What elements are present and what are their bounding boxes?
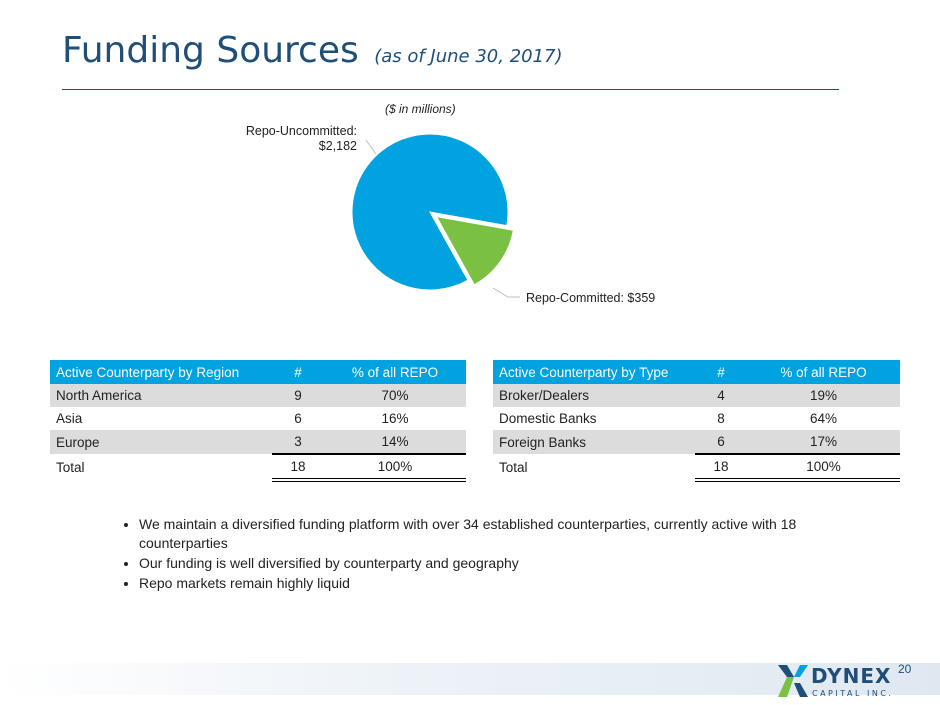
type-total-percent: 100% [747, 453, 900, 482]
region-name: Europe [50, 430, 272, 454]
bullet-item: Our funding is well diversified by count… [139, 554, 879, 573]
type-name: Domestic Banks [499, 411, 597, 426]
table-row: Europe 3 14% [50, 430, 466, 454]
pie-slice-repo-uncommitted [351, 133, 509, 291]
table-row: Asia 6 16% [50, 407, 466, 430]
region-col-percent: % of all REPO [324, 360, 466, 384]
type-count: 8 [717, 411, 725, 426]
region-col-label: Active Counterparty by Region [50, 360, 272, 384]
page-title: Funding Sources (as of June 30, 2017) [62, 30, 563, 71]
chart-units-note: ($ in millions) [385, 102, 456, 116]
title-main: Funding Sources [62, 30, 359, 71]
bullet-item: Repo markets remain highly liquid [139, 574, 879, 593]
region-col-count: # [272, 360, 324, 384]
type-col-count: # [695, 360, 747, 384]
type-count: 6 [695, 430, 747, 454]
type-percent: 19% [747, 384, 900, 407]
type-total-row: Total 18 100% [493, 453, 900, 482]
type-percent: 17% [747, 430, 900, 454]
region-percent: 16% [381, 411, 409, 426]
region-count: 3 [272, 430, 324, 454]
table-row: Broker/Dealers 4 19% [493, 384, 900, 407]
logo-wordmark: DYNEX [811, 664, 892, 688]
region-total-row: Total 18 100% [50, 453, 466, 482]
slice-label-uncommitted-name: Repo-Uncommitted: [246, 124, 357, 138]
region-percent: 14% [324, 430, 466, 454]
slice-label-committed: Repo-Committed: $359 [526, 291, 655, 305]
region-total-label: Total [56, 459, 85, 475]
type-name: Foreign Banks [493, 430, 695, 454]
region-total-percent: 100% [324, 453, 466, 482]
region-name: North America [50, 384, 272, 407]
type-count: 4 [695, 384, 747, 407]
type-total-label: Total [499, 459, 528, 475]
region-percent: 70% [324, 384, 466, 407]
type-table: Active Counterparty by Type # % of all R… [493, 360, 900, 482]
table-row: North America 9 70% [50, 384, 466, 407]
type-percent: 64% [809, 411, 838, 426]
table-row: Foreign Banks 6 17% [493, 430, 900, 454]
region-count: 9 [272, 384, 324, 407]
region-table-header: Active Counterparty by Region # % of all… [50, 360, 466, 384]
title-divider [62, 89, 839, 90]
funding-pie-chart: Repo-Uncommitted: $2,182 Repo-Committed:… [246, 124, 655, 305]
table-row: Domestic Banks 8 64% [493, 407, 900, 430]
type-col-label: Active Counterparty by Type [493, 360, 695, 384]
leader-line-committed [492, 287, 520, 298]
pie-slice-repo-committed [435, 215, 514, 286]
title-date: (as of June 30, 2017) [374, 46, 563, 67]
region-count: 6 [294, 411, 302, 426]
type-total-count: 18 [695, 453, 747, 482]
type-name: Broker/Dealers [493, 384, 695, 407]
summary-bullets: We maintain a diversified funding platfo… [113, 515, 879, 594]
type-table-header: Active Counterparty by Type # % of all R… [493, 360, 900, 384]
region-total-count: 18 [272, 453, 324, 482]
dynex-logo-icon [778, 665, 808, 697]
type-col-percent: % of all REPO [747, 360, 900, 384]
region-name: Asia [56, 411, 83, 426]
region-table: Active Counterparty by Region # % of all… [50, 360, 466, 482]
page-number: 20 [898, 662, 912, 676]
leader-line-uncommitted [365, 139, 377, 155]
logo-subtext: CAPITAL INC. [812, 689, 894, 698]
bullet-item: We maintain a diversified funding platfo… [139, 515, 879, 553]
slice-label-uncommitted-value: $2,182 [319, 139, 357, 153]
